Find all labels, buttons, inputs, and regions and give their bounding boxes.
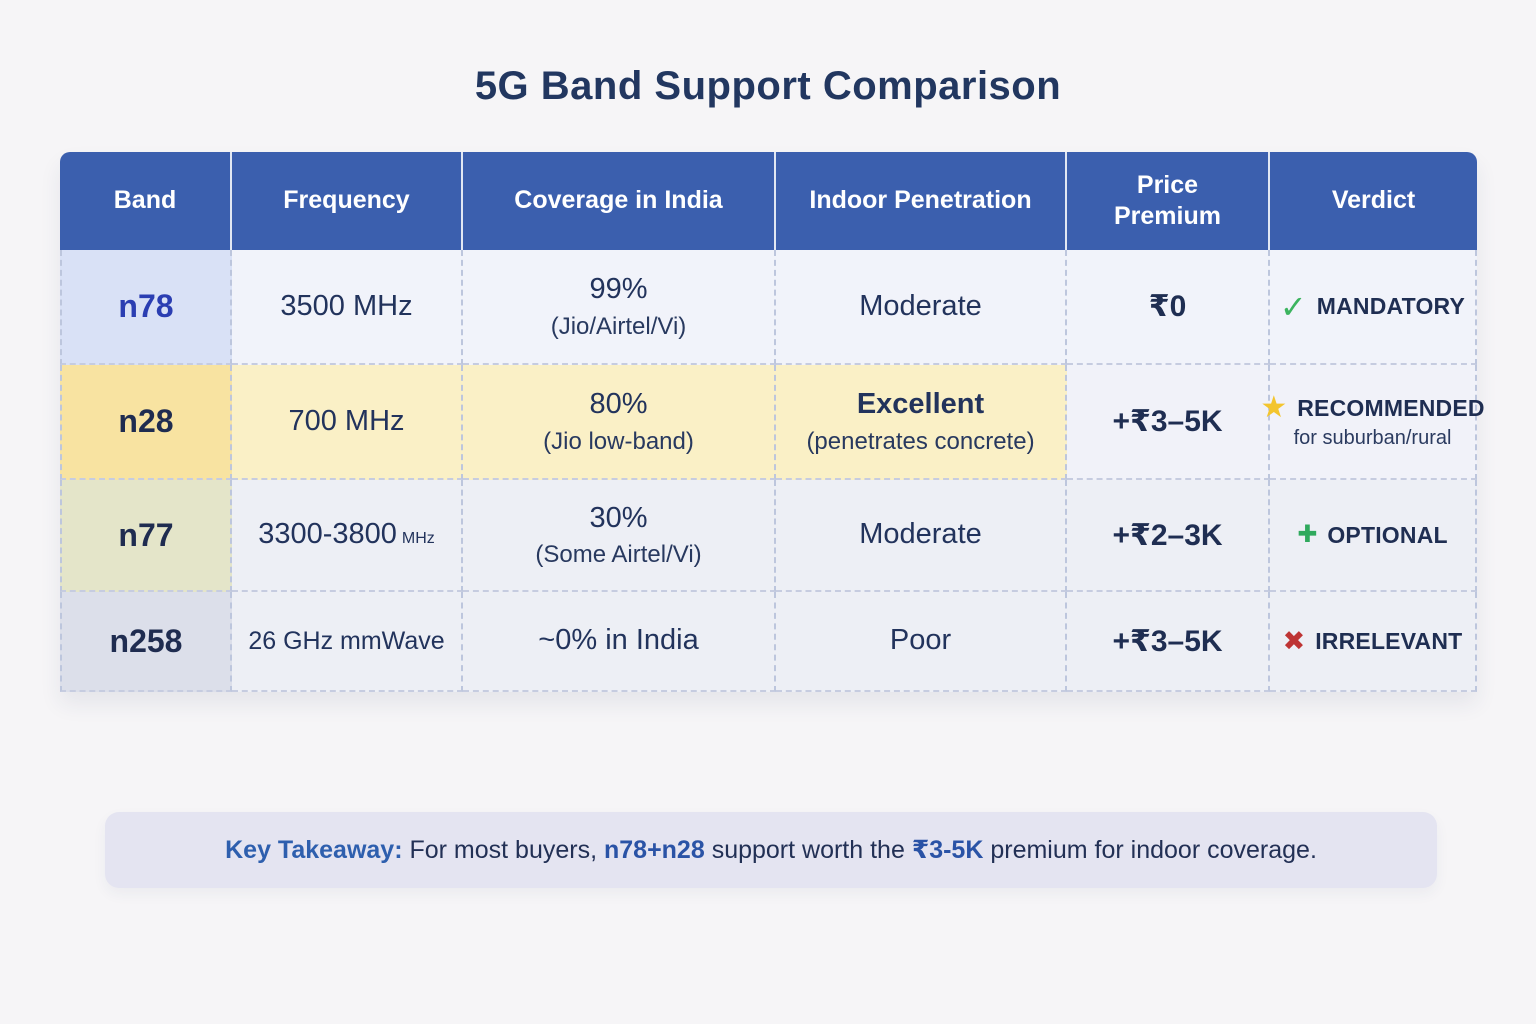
cell-coverage-n258: ~0% in India (463, 592, 776, 692)
cell-coverage-n78: 99% (Jio/Airtel/Vi) (463, 250, 776, 365)
column-header-verdict: Verdict (1331, 186, 1416, 215)
column-header-coverage: Coverage in India (463, 152, 776, 250)
verdict-label: IRRELEVANT (1315, 627, 1463, 654)
band-label: n77 (118, 516, 174, 553)
cross-icon: ✖ (1282, 625, 1306, 656)
cell-price-n77: +₹2–3K (1067, 480, 1270, 592)
cell-price-n78: ₹0 (1067, 250, 1270, 365)
verdict-subtext: for suburban/rural (1293, 427, 1452, 449)
cell-frequency-n28: 700 MHz (232, 365, 463, 480)
column-header-frequency: Frequency (232, 152, 463, 250)
verdict-line: ✖ IRRELEVANT (1282, 625, 1463, 656)
cell-indoor-n78: Moderate (776, 250, 1067, 365)
cell-coverage-n28: 80% (Jio low-band) (463, 365, 776, 480)
key-takeaway-banner: Key Takeaway: For most buyers, n78+n28 s… (105, 812, 1437, 888)
column-header-band: Band (60, 152, 232, 250)
plus-icon: ✚ (1297, 521, 1318, 548)
cell-band-n78: n78 (60, 250, 232, 365)
band-label: n78 (118, 288, 174, 324)
cell-frequency-n77: 3300-3800 MHz (232, 480, 463, 592)
verdict-line: ✓ MANDATORY (1280, 291, 1465, 323)
column-header-price-premium: Price Premium (1067, 152, 1270, 250)
cell-verdict-n28: ★ RECOMMENDED for suburban/rural (1260, 365, 1485, 480)
takeaway-highlight-bands: n78+n28 (603, 836, 705, 864)
cell-frequency-n78: 3500 MHz (232, 250, 463, 365)
key-takeaway-label: Key Takeaway: (225, 836, 403, 864)
cell-coverage-n77: 30% (Some Airtel/Vi) (463, 480, 776, 592)
verdict-label: OPTIONAL (1327, 521, 1448, 548)
verdict-label: RECOMMENDED (1297, 394, 1485, 421)
cell-indoor-n28: Excellent (penetrates concrete) (776, 365, 1067, 480)
table-body: n78 3500 MHz 99% (Jio/Airtel/Vi) Moderat… (60, 250, 1485, 692)
check-icon: ✓ (1279, 288, 1307, 325)
page-title: 5G Band Support Comparison (474, 64, 1062, 108)
cell-price-n28: +₹3–5K (1067, 365, 1270, 480)
cell-frequency-n258: 26 GHz mmWave (232, 592, 463, 692)
verdict-label: MANDATORY (1316, 293, 1466, 319)
verdict-line: ✚ OPTIONAL (1297, 522, 1448, 549)
cell-band-n77: n77 (60, 480, 232, 592)
column-header-indoor-penetration: Indoor Penetration (776, 152, 1067, 250)
cell-indoor-n258: Poor (776, 592, 1067, 692)
cell-band-n28: n28 (60, 365, 232, 480)
band-label: n258 (109, 622, 183, 659)
frequency-unit: MHz (401, 530, 435, 548)
cell-band-n258: n258 (60, 592, 232, 692)
star-icon: ★ (1260, 391, 1288, 424)
cell-verdict-n258: ✖ IRRELEVANT (1270, 592, 1477, 692)
cell-price-n258: +₹3–5K (1067, 592, 1270, 692)
cell-verdict-n78: ✓ MANDATORY (1270, 250, 1477, 365)
table-header-row: Band Frequency Coverage in India Indoor … (60, 152, 1477, 250)
takeaway-highlight-price: ₹3-5K (911, 836, 984, 864)
band-label: n28 (118, 403, 174, 439)
cell-indoor-n77: Moderate (776, 480, 1067, 592)
comparison-table: Band Frequency Coverage in India Indoor … (60, 152, 1485, 692)
cell-verdict-n77: ✚ OPTIONAL (1270, 480, 1477, 592)
key-takeaway-text: Key Takeaway: For most buyers, n78+n28 s… (225, 836, 1317, 864)
verdict-line: ★ RECOMMENDED (1260, 393, 1484, 423)
